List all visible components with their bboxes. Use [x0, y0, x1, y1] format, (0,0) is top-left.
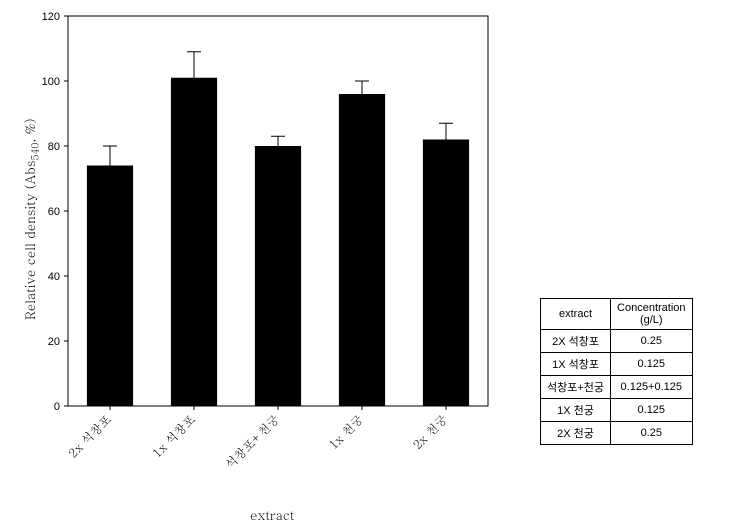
bar [339, 94, 385, 406]
x-tick-label: 2x 석창포 [64, 411, 115, 462]
svg-text:120: 120 [42, 11, 60, 23]
col-header-conc: Concentration (g/L) [611, 299, 693, 330]
xlabel-text: extract [250, 505, 295, 524]
bar-chart: 0 20 40 60 80 100 120 2x 석창포 1x 석창포 석창포+천궁 1x 천궁 2x… [0, 0, 540, 532]
ylabel-post: , %) [20, 118, 39, 142]
ylabel-sub: 540 [28, 143, 42, 161]
bar [423, 140, 469, 407]
figure-container: 0 20 40 60 80 100 120 2x 석창포 1x 석창포 석창포+천궁 1x 천궁 2x… [0, 0, 734, 532]
concentration-table: extract Concentration (g/L) 2X 석창포0.251X… [540, 298, 693, 445]
table-cell: 석창포+천궁 [541, 376, 611, 399]
table-header-row: extract Concentration (g/L) [541, 299, 693, 330]
x-tick-label: 2x 천궁 [409, 411, 451, 453]
table-cell: 0.125 [611, 353, 693, 376]
table-cell: 2X 석창포 [541, 330, 611, 353]
svg-text:20: 20 [48, 336, 60, 348]
table-row: 석창포+천궁0.125+0.125 [541, 376, 693, 399]
svg-text:0: 0 [54, 401, 60, 413]
table-cell: 1X 석창포 [541, 353, 611, 376]
bar [87, 166, 133, 407]
svg-text:40: 40 [48, 271, 60, 283]
table-row: 1X 석창포0.125 [541, 353, 693, 376]
col-header-extract: extract [541, 299, 611, 330]
table-cell: 0.125+0.125 [611, 376, 693, 399]
x-axis-label: extract [250, 505, 295, 524]
table-row: 2X 석창포0.25 [541, 330, 693, 353]
svg-text:60: 60 [48, 206, 60, 218]
bar [255, 146, 301, 406]
concentration-table-wrap: extract Concentration (g/L) 2X 석창포0.251X… [540, 298, 693, 445]
table-cell: 0.125 [611, 399, 693, 422]
table-cell: 0.25 [611, 330, 693, 353]
ylabel-pre: Relative cell density (Abs [20, 161, 39, 320]
x-tick-label: 석창포+천궁 [221, 411, 283, 473]
table-cell: 2X 천궁 [541, 422, 611, 445]
svg-text:80: 80 [48, 141, 60, 153]
conc-header-line2: (g/L) [640, 314, 663, 326]
y-axis-label: Relative cell density (Abs540, %) [20, 118, 42, 320]
x-tick-label: 1x 석창포 [148, 411, 199, 462]
table-row: 1X 천궁0.125 [541, 399, 693, 422]
conc-header-line1: Concentration [617, 302, 686, 314]
table-row: 2X 천궁0.25 [541, 422, 693, 445]
x-tick-label: 1x 천궁 [325, 411, 367, 453]
bar [171, 78, 217, 406]
svg-text:100: 100 [42, 76, 60, 88]
table-cell: 1X 천궁 [541, 399, 611, 422]
table-cell: 0.25 [611, 422, 693, 445]
